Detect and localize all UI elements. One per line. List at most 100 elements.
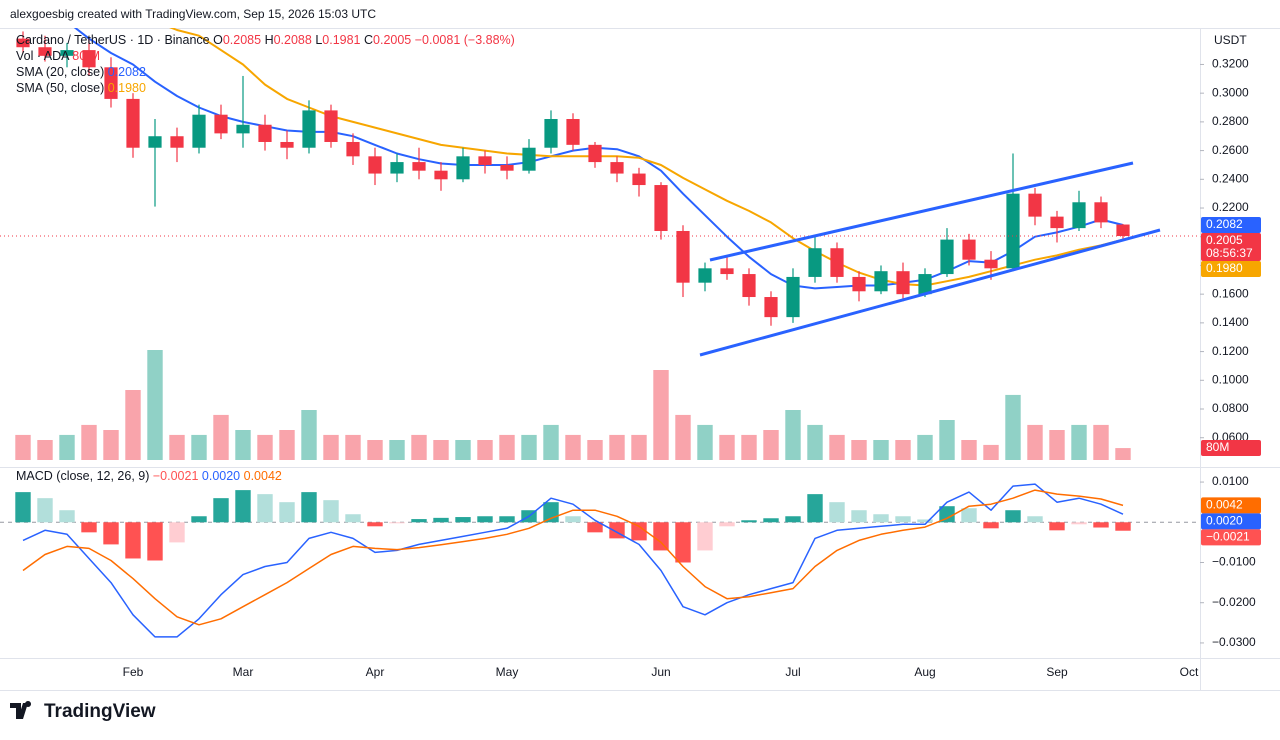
x-tick-label: Jul <box>785 665 800 679</box>
macd-hist-bar <box>411 519 427 523</box>
candle-body <box>346 141 360 157</box>
macd-hist-bar <box>807 494 823 523</box>
volume-bar <box>543 424 559 460</box>
macd-hist-bar <box>389 522 405 524</box>
macd-hist-bar <box>191 516 207 523</box>
candle-body <box>962 239 976 260</box>
channel-lower <box>699 228 1161 357</box>
candle-body <box>1116 224 1130 237</box>
macd-pane <box>0 483 1200 638</box>
candle-body <box>1006 193 1020 269</box>
volume-bar <box>323 434 339 460</box>
y-tick-label: 0.2800 <box>1212 114 1249 128</box>
candle-body <box>368 156 382 174</box>
candle-body <box>764 297 778 318</box>
candle-body <box>412 162 426 171</box>
candle-body <box>1094 202 1108 223</box>
sma50-tag <box>1201 260 1261 277</box>
sma-value: 0.1980 <box>108 81 146 95</box>
macd-hist-bar <box>323 500 339 523</box>
signal-line <box>22 489 1124 626</box>
volume-bar <box>499 434 515 460</box>
macd-hist-bar <box>1093 522 1109 528</box>
volume-bar <box>829 434 845 460</box>
volume-bar <box>279 430 295 460</box>
hist-tag-text: −0.0021 <box>1206 530 1250 544</box>
macd-line-value: 0.0020 <box>202 469 240 483</box>
macd-hist-bar <box>653 522 669 551</box>
macd-hist-bar <box>37 498 53 523</box>
ohlc-prefix: O <box>213 33 223 47</box>
volume-bar <box>763 430 779 460</box>
macd-hist-bar <box>873 514 889 523</box>
candle-body <box>302 110 316 148</box>
candle-body <box>874 271 888 292</box>
y-tick-label: 0.2600 <box>1212 143 1249 157</box>
sma-value: 0.2082 <box>108 65 146 79</box>
candle-body <box>918 274 932 295</box>
candle-body <box>808 248 822 277</box>
candle-body <box>390 162 404 174</box>
volume-bar <box>235 430 251 460</box>
macd-hist-bar <box>147 522 163 561</box>
y-tick-label: −0.0200 <box>1212 595 1256 609</box>
y-tick-label: 0.1600 <box>1212 286 1249 300</box>
candle-body <box>632 173 646 186</box>
volume-bar <box>873 440 889 460</box>
x-tick-label: Feb <box>123 665 144 679</box>
volume-bar <box>1049 430 1065 460</box>
price-tag-text: 0.2005 <box>1206 233 1243 247</box>
volume-bar <box>939 420 955 460</box>
candle-body <box>676 230 690 283</box>
macd-hist-bar <box>301 492 317 523</box>
volume-bar <box>1005 394 1021 460</box>
symbol-title: Cardano / TetherUS · 1D · Binance <box>16 33 210 47</box>
y-tick-label: 0.2400 <box>1212 171 1249 185</box>
macd-hist-bar <box>367 522 383 527</box>
volume-bar <box>257 434 273 460</box>
ohlc-prefix: L <box>315 33 322 47</box>
y-tick-label: 0.2200 <box>1212 200 1249 214</box>
macd-hist-bar <box>169 522 185 543</box>
candle-body <box>456 156 470 180</box>
macd-hist-bar <box>543 502 559 523</box>
volume-bar <box>59 434 75 460</box>
ohlc-value: 0.2005 <box>373 33 411 47</box>
macd-hist-bar <box>15 492 31 523</box>
candle-body <box>786 276 800 318</box>
macd-hist-bar <box>1049 522 1065 531</box>
price-tag <box>1201 232 1261 261</box>
macd-hist-bar <box>983 522 999 529</box>
macd-hist-bar <box>257 494 273 523</box>
macd-hist-bar <box>213 498 229 523</box>
macd-hist-bar <box>477 516 493 523</box>
credit: alexgoesbig created with TradingView.com… <box>10 7 376 21</box>
candle-body <box>324 110 338 142</box>
sma20-tag-text: 0.2082 <box>1206 217 1243 231</box>
volume-bar <box>81 424 97 460</box>
candle-body <box>544 119 558 148</box>
macd-name: MACD (close, 12, 26, 9) <box>16 469 149 483</box>
macd-hist-bar <box>1115 522 1131 531</box>
macd-line <box>22 483 1124 638</box>
legend-volume: Vol · ADA 80 M <box>16 49 100 63</box>
sma50-tag-text: 0.1980 <box>1206 261 1243 275</box>
volume-bar <box>147 350 163 460</box>
ohlc-prefix: C <box>364 33 373 47</box>
volume-bar <box>1093 424 1109 460</box>
candle-body <box>434 170 448 180</box>
y-tick-label: 0.0800 <box>1212 401 1249 415</box>
x-tick-label: Aug <box>914 665 935 679</box>
macd-hist-bar <box>235 490 251 523</box>
candle-body <box>940 239 954 275</box>
candle-body <box>984 259 998 269</box>
volume-bar <box>631 434 647 460</box>
volume-value: 80 M <box>72 49 100 63</box>
volume-bar <box>411 434 427 460</box>
macd-hist-bar <box>587 522 603 533</box>
candle-body <box>852 276 866 292</box>
volume-bar <box>1071 424 1087 460</box>
candle-body <box>236 124 250 134</box>
volume-bar <box>477 440 493 460</box>
macd-hist-bar <box>939 506 955 523</box>
